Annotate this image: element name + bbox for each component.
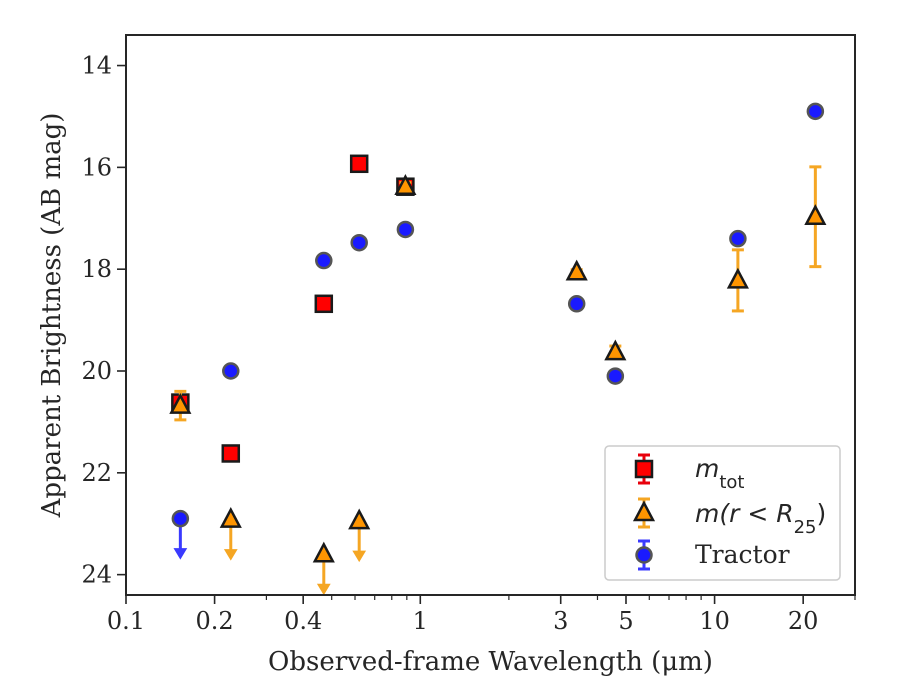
legend-marker-mtot (634, 459, 654, 479)
legend-handle-tractor (635, 539, 653, 571)
data-marks (169, 102, 827, 595)
mr25-point (804, 204, 827, 225)
y-tick-label: 18 (81, 255, 112, 283)
legend-label-tractor: Tractor (695, 540, 790, 569)
mtot-point (221, 444, 241, 463)
x-tick-label: 20 (788, 607, 819, 635)
tractor-point (729, 229, 747, 248)
tractor-point (396, 220, 415, 239)
legend-mr25-sub: 25 (794, 517, 817, 538)
tractor-upper-limit-marker (171, 509, 190, 528)
legend-handle-mtot (634, 453, 654, 485)
y-axis-label: Apparent Brightness (AB mag) (37, 113, 67, 519)
legend-mr25-main: m(r < R (695, 499, 794, 528)
mr25-point (394, 174, 417, 195)
y-tick-label: 24 (81, 561, 112, 589)
x-tick-label: 5 (618, 607, 633, 635)
x-tick-label: 3 (553, 607, 568, 635)
series-tractor (171, 102, 825, 560)
mr25-upper-limit-marker (312, 541, 335, 563)
mr25-upper-limit-arrowhead (316, 583, 331, 595)
mr25-point (565, 259, 588, 281)
y-tick-label: 14 (81, 52, 112, 80)
mr25-upper-limit-arrowhead (352, 550, 367, 563)
legend-mr25-close: ) (817, 499, 827, 528)
tractor-point (806, 102, 825, 121)
x-tick-label: 10 (699, 607, 730, 635)
legend-mtot-sub: tot (719, 472, 744, 493)
axes: 0.1 0.2 0.4 1 3 5 10 20 14 16 18 20 22 24 (81, 52, 856, 635)
mr25-upper-limit-marker (348, 508, 371, 530)
y-tick-label: 22 (81, 459, 112, 487)
x-axis-label-text: Observed-frame Wavelength (μm) (268, 647, 713, 677)
tractor-point (222, 362, 240, 380)
plot-frame (125, 34, 856, 596)
legend-mtot-base: m (695, 454, 719, 483)
x-tick-label: 0.2 (196, 607, 234, 635)
tractor-point (606, 367, 625, 385)
mr25-upper-limit-arrowhead (223, 549, 238, 561)
mr25-point (726, 267, 749, 289)
x-tick-label: 0.4 (284, 607, 322, 635)
mr25-point (604, 339, 627, 361)
legend-handle-mr25 (632, 497, 656, 529)
x-tick-label: 1 (413, 607, 428, 635)
mr25-point (169, 392, 192, 414)
tractor-point (567, 295, 586, 313)
tractor-point (350, 233, 368, 252)
x-axis-label: Observed-frame Wavelength (μm) (268, 647, 713, 677)
legend: mtot m(r < R25) Tractor (604, 445, 841, 581)
y-tick-label: 20 (81, 357, 112, 385)
mtot-point (314, 294, 334, 314)
legend-label-mtot: mtot (695, 454, 745, 493)
legend-marker-tractor (635, 546, 653, 564)
series-mr25 (169, 165, 827, 595)
tractor-upper-limit-arrowhead (173, 548, 188, 560)
mr25-upper-limit-marker (219, 506, 242, 528)
tractor-point (315, 251, 333, 270)
legend-label-mr25: m(r < R25) (695, 499, 826, 538)
legend-marker-mr25 (632, 500, 656, 522)
x-tick-label: 0.1 (107, 607, 145, 635)
y-tick-label: 16 (81, 153, 112, 181)
mtot-point (349, 154, 369, 174)
legend-frame (604, 445, 841, 581)
